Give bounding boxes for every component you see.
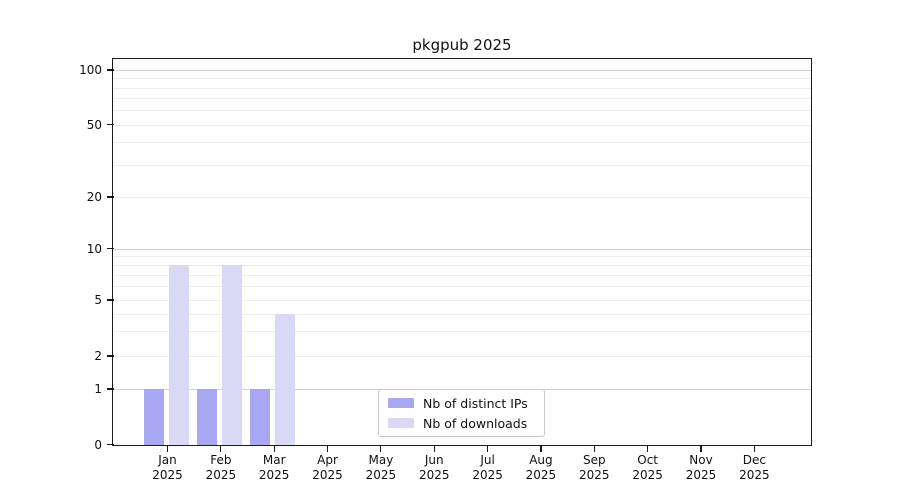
- bar: [275, 313, 296, 445]
- gridline: [113, 313, 811, 315]
- chart-title: pkgpub 2025: [412, 36, 512, 54]
- x-tick: [326, 444, 329, 452]
- gridline: [113, 124, 811, 126]
- gridline: [113, 98, 811, 100]
- gridline: [113, 87, 811, 89]
- legend-swatch: [388, 418, 414, 428]
- bar: [143, 389, 164, 445]
- gridline: [113, 70, 811, 71]
- x-tick-month: Oct: [637, 453, 659, 467]
- y-tick-label: 0: [94, 437, 102, 452]
- x-tick-year: 2025: [525, 468, 557, 482]
- legend-label: Nb of distinct IPs: [423, 395, 528, 411]
- x-tick-label: Aug 2025: [509, 453, 573, 483]
- x-tick: [593, 444, 595, 452]
- x-tick-month: Sep: [582, 453, 606, 467]
- x-tick-year: 2025: [472, 468, 503, 482]
- x-tick-month: May: [368, 453, 394, 467]
- x-tick: [647, 444, 649, 452]
- x-tick-year: 2025: [579, 468, 610, 482]
- x-tick: [273, 444, 275, 452]
- legend-item: Nb of distinct IPs: [388, 396, 535, 411]
- y-tick-label: 20: [86, 190, 102, 204]
- legend-label: Nb of downloads: [423, 415, 528, 431]
- x-tick-label: Jul 2025: [456, 453, 520, 483]
- x-tick: [433, 444, 435, 452]
- x-tick-label: Sep 2025: [562, 453, 626, 483]
- x-tick-year: 2025: [152, 468, 183, 482]
- x-tick-month: Feb: [210, 453, 232, 467]
- x-tick-year: 2025: [685, 468, 717, 482]
- gridline: [113, 275, 811, 276]
- y-tick-label: 50: [86, 117, 102, 132]
- legend-swatch: [388, 398, 414, 408]
- x-tick-label: May 2025: [349, 453, 413, 483]
- x-tick-month: Apr: [317, 453, 338, 467]
- x-tick-month: Mar: [262, 453, 286, 467]
- y-tick: [106, 388, 114, 390]
- x-tick-month: Aug: [529, 453, 553, 467]
- x-tick: [487, 444, 489, 452]
- plot-area: [113, 59, 811, 445]
- bar: [196, 389, 217, 445]
- y-tick: [106, 299, 114, 301]
- bar: [250, 389, 271, 445]
- x-tick: [166, 444, 169, 452]
- x-tick-label: Mar 2025: [242, 453, 306, 483]
- y-tick: [106, 123, 114, 126]
- gridline: [113, 248, 811, 250]
- x-tick-year: 2025: [739, 468, 770, 482]
- x-tick-year: 2025: [418, 468, 450, 482]
- gridline: [113, 78, 811, 80]
- x-tick-year: 2025: [632, 468, 663, 482]
- y-tick: [106, 247, 114, 250]
- y-tick: [106, 355, 114, 357]
- gridline: [113, 197, 811, 198]
- bar: [221, 265, 242, 445]
- y-tick: [106, 69, 114, 71]
- x-tick-year: 2025: [258, 468, 290, 482]
- gridline: [113, 286, 811, 288]
- gridline: [113, 265, 811, 267]
- x-tick-label: Dec 2025: [722, 453, 786, 483]
- x-tick-year: 2025: [312, 468, 343, 482]
- gridline: [113, 300, 811, 301]
- x-tick-label: Jan 2025: [136, 453, 200, 483]
- gridline: [113, 110, 811, 112]
- bar: [168, 265, 189, 445]
- x-tick-label: Nov 2025: [669, 453, 733, 483]
- x-tick-label: Oct 2025: [616, 453, 680, 483]
- gridline: [113, 164, 811, 166]
- x-tick-label: Jun 2025: [402, 453, 466, 483]
- x-tick-month: Dec: [742, 453, 766, 467]
- x-tick-label: Feb 2025: [189, 453, 253, 483]
- x-tick: [220, 444, 222, 452]
- gridline: [113, 331, 811, 333]
- x-tick-month: Jun: [424, 453, 444, 467]
- y-tick-label: 5: [94, 293, 102, 307]
- x-tick-year: 2025: [205, 468, 237, 482]
- y-tick: [106, 196, 114, 198]
- gridline: [113, 256, 811, 258]
- x-tick-month: Jan: [158, 453, 177, 467]
- x-tick: [540, 444, 542, 452]
- x-tick-month: Nov: [689, 453, 713, 467]
- gridline: [113, 142, 811, 144]
- legend: Nb of distinct IPs Nb of downloads: [378, 389, 545, 437]
- x-tick-month: Jul: [480, 453, 495, 467]
- x-tick: [700, 444, 702, 452]
- x-tick-label: Apr 2025: [296, 453, 360, 483]
- legend-item: Nb of downloads: [388, 416, 535, 431]
- x-tick-year: 2025: [365, 468, 397, 482]
- gridline: [113, 356, 811, 357]
- y-tick-label: 10: [86, 241, 102, 256]
- y-tick-label: 2: [94, 349, 102, 363]
- y-tick-label: 100: [79, 63, 102, 77]
- y-tick-label: 1: [94, 382, 102, 396]
- x-tick: [380, 444, 382, 452]
- x-tick: [753, 444, 755, 452]
- y-tick: [106, 443, 114, 446]
